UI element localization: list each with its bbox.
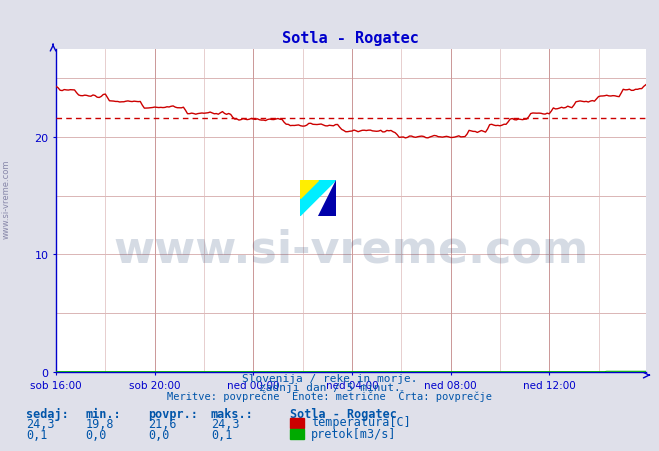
Text: Meritve: povprečne  Enote: metrične  Črta: povprečje: Meritve: povprečne Enote: metrične Črta:… [167,389,492,401]
Polygon shape [318,180,336,216]
Text: Sotla - Rogatec: Sotla - Rogatec [290,407,397,420]
Text: povpr.:: povpr.: [148,407,198,420]
Text: 0,1: 0,1 [211,428,232,442]
Text: sedaj:: sedaj: [26,407,69,420]
Title: Sotla - Rogatec: Sotla - Rogatec [283,31,419,46]
Text: 19,8: 19,8 [86,417,114,430]
Polygon shape [300,180,336,216]
Text: 24,3: 24,3 [26,417,55,430]
Text: 24,3: 24,3 [211,417,239,430]
Text: www.si-vreme.com: www.si-vreme.com [2,159,11,238]
Text: min.:: min.: [86,407,121,420]
Text: 0,0: 0,0 [86,428,107,442]
Text: 0,1: 0,1 [26,428,47,442]
Text: www.si-vreme.com: www.si-vreme.com [113,228,588,271]
Text: maks.:: maks.: [211,407,254,420]
Text: pretok[m3/s]: pretok[m3/s] [311,427,397,440]
Text: temperatura[C]: temperatura[C] [311,415,411,428]
Text: 0,0: 0,0 [148,428,169,442]
Text: 21,6: 21,6 [148,417,177,430]
Text: zadnji dan / 5 minut.: zadnji dan / 5 minut. [258,382,401,392]
Polygon shape [300,180,318,198]
Text: Slovenija / reke in morje.: Slovenija / reke in morje. [242,373,417,383]
